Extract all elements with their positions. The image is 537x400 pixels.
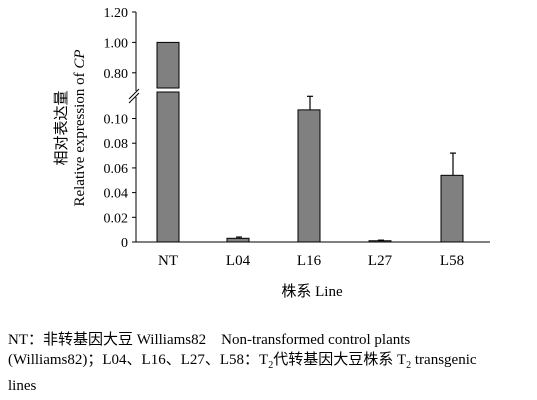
figure-caption: NT：非转基因大豆 Williams82 Non-transformed con… xyxy=(8,330,533,396)
x-tick-label-L16: L16 xyxy=(297,253,322,269)
x-tick-label-L04: L04 xyxy=(226,253,251,269)
y-tick-label: 0 xyxy=(121,236,128,251)
y-tick-label: 0.04 xyxy=(104,187,129,202)
axis-break-mark xyxy=(128,92,140,104)
error-bars xyxy=(236,95,456,241)
bar-NT-lower xyxy=(156,91,180,243)
bar-L58 xyxy=(440,174,464,243)
bars xyxy=(156,41,464,243)
x-tick-label-NT: NT xyxy=(158,253,178,269)
y-tick-label: 1.20 xyxy=(104,6,129,21)
bar-L16 xyxy=(297,109,321,243)
y-axis-title-en-italic: CP xyxy=(72,49,88,68)
x-tick-label-L27: L27 xyxy=(368,253,393,269)
bar-NT-upper xyxy=(156,41,180,89)
y-tick-label: 0.06 xyxy=(104,162,129,177)
bar-chart: 0 0.02 0.04 0.06 0.08 0.10 0.80 1.00 1.20 NT L04 L… xyxy=(53,6,490,300)
y-axis-title-en-main: Relative expression of xyxy=(72,69,88,207)
bar-L04 xyxy=(226,237,250,243)
y-axis-title-en: Relative expression of CP xyxy=(72,49,88,206)
axis-break-mark xyxy=(128,88,140,100)
y-ticks: 0 0.02 0.04 0.06 0.08 0.10 0.80 1.00 1.20 xyxy=(104,6,136,251)
x-tick-label-L58: L58 xyxy=(440,253,464,269)
y-tick-label: 1.00 xyxy=(104,36,129,51)
y-axis-title-cn: 相对表达量 xyxy=(53,90,70,165)
x-categories: NT L04 L16 L27 L58 xyxy=(158,253,464,269)
y-tick-label: 0.02 xyxy=(104,211,129,226)
bar-L27 xyxy=(368,240,392,243)
x-axis-title: 株系 Line xyxy=(281,283,343,300)
y-tick-label: 0.80 xyxy=(104,67,129,82)
bar-break-gap xyxy=(156,88,180,92)
caption-line-2: (Williams82)；L04、L16、L27、L58：T2代转基因大豆株系 … xyxy=(8,352,477,371)
y-tick-label: 0.10 xyxy=(104,113,129,128)
caption-line-1: NT：非转基因大豆 Williams82 Non-transformed con… xyxy=(8,332,411,348)
y-tick-label: 0.08 xyxy=(104,137,129,152)
caption-line-3: lines xyxy=(8,378,37,394)
